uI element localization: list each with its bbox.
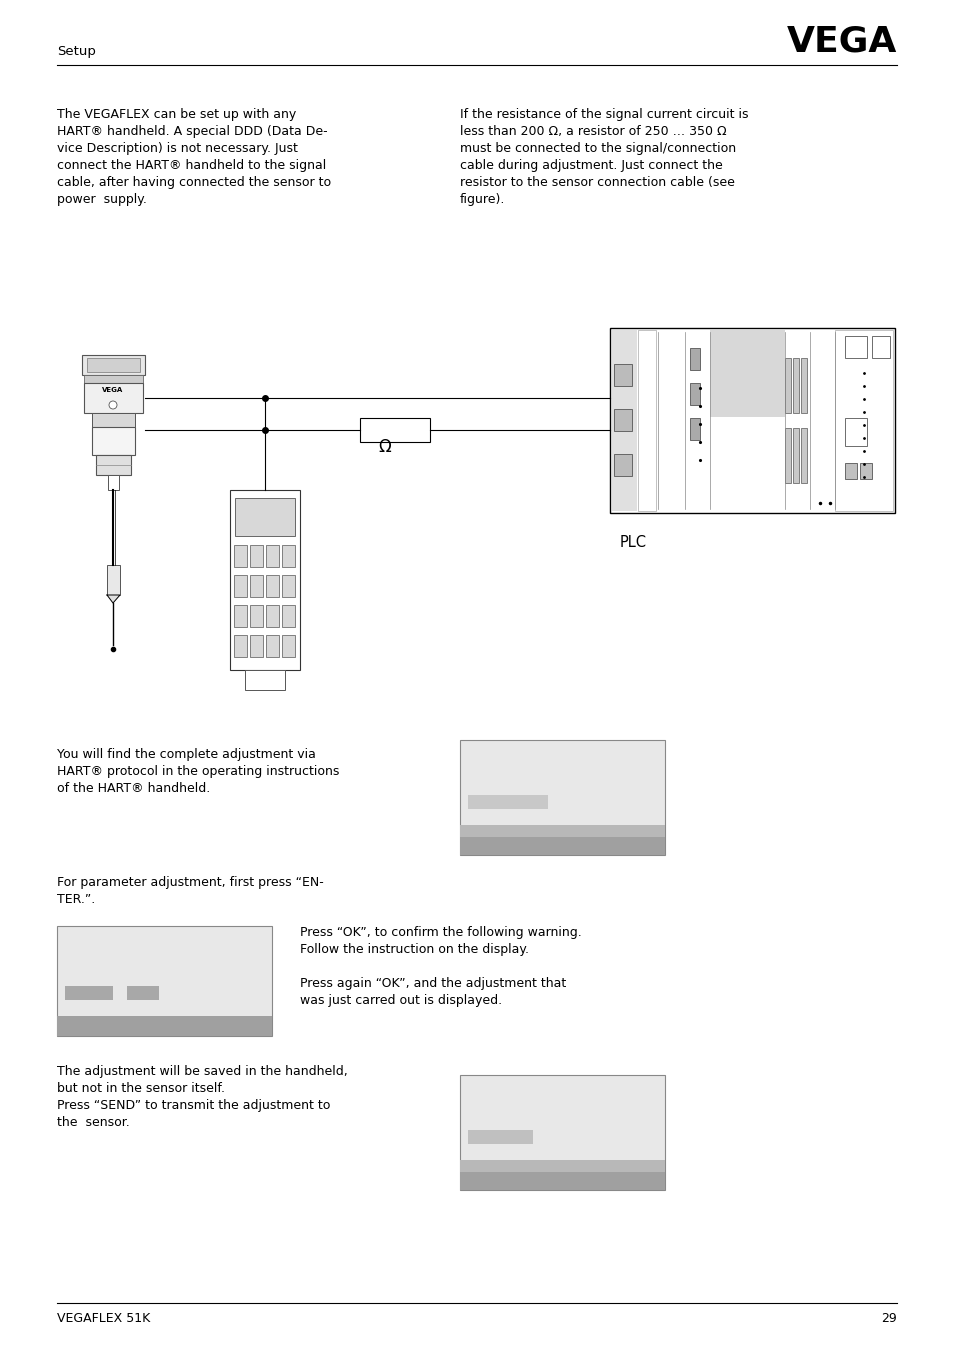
Text: The adjustment will be saved in the handheld,
but not in the sensor itself.
Pres: The adjustment will be saved in the hand…: [57, 1066, 348, 1129]
Bar: [709, 330, 784, 417]
Bar: [250, 575, 263, 597]
Bar: [282, 575, 294, 597]
Bar: [859, 463, 871, 479]
Bar: [234, 498, 294, 536]
Text: Setup: Setup: [57, 46, 95, 58]
Text: For parameter adjustment, first press “EN-
TER.”.: For parameter adjustment, first press “E…: [57, 876, 323, 906]
Bar: [282, 546, 294, 567]
Bar: [784, 428, 790, 483]
Text: VEGA: VEGA: [102, 387, 124, 393]
Bar: [614, 364, 631, 386]
Bar: [459, 1160, 664, 1178]
Bar: [468, 795, 547, 808]
Bar: [82, 355, 145, 375]
Bar: [844, 336, 866, 357]
Bar: [230, 490, 299, 670]
Bar: [834, 330, 892, 510]
Bar: [233, 575, 247, 597]
Bar: [689, 383, 700, 405]
Bar: [801, 428, 806, 483]
Bar: [468, 1131, 533, 1144]
Text: If the resistance of the signal current circuit is
less than 200 Ω, a resistor o: If the resistance of the signal current …: [459, 108, 748, 206]
Circle shape: [109, 401, 117, 409]
Bar: [266, 546, 278, 567]
Bar: [57, 926, 272, 1036]
Bar: [282, 635, 294, 657]
Bar: [459, 825, 664, 844]
Bar: [459, 741, 664, 854]
Bar: [65, 986, 112, 1001]
Bar: [612, 330, 637, 510]
Bar: [844, 463, 856, 479]
Text: The VEGAFLEX can be set up with any
HART® handheld. A special DDD (Data De-
vice: The VEGAFLEX can be set up with any HART…: [57, 108, 331, 206]
Bar: [801, 357, 806, 413]
Bar: [233, 546, 247, 567]
Bar: [784, 357, 790, 413]
Bar: [84, 375, 143, 383]
Bar: [266, 575, 278, 597]
Text: 29: 29: [881, 1312, 896, 1324]
Bar: [689, 348, 700, 370]
Bar: [87, 357, 140, 372]
Bar: [250, 546, 263, 567]
Bar: [282, 605, 294, 627]
Bar: [91, 413, 135, 427]
Text: Press “OK”, to confirm the following warning.
Follow the instruction on the disp: Press “OK”, to confirm the following war…: [299, 926, 581, 1007]
Bar: [792, 428, 799, 483]
Bar: [108, 475, 119, 490]
Bar: [614, 454, 631, 477]
Text: You will find the complete adjustment via
HART® protocol in the operating instru: You will find the complete adjustment vi…: [57, 747, 339, 795]
Bar: [233, 635, 247, 657]
Bar: [689, 418, 700, 440]
Bar: [614, 409, 631, 431]
Text: VEGA: VEGA: [786, 24, 896, 60]
Bar: [127, 986, 159, 1001]
Bar: [638, 330, 656, 510]
Bar: [459, 1075, 664, 1190]
Bar: [871, 336, 889, 357]
Bar: [792, 357, 799, 413]
Bar: [245, 670, 285, 691]
Text: VEGAFLEX 51K: VEGAFLEX 51K: [57, 1312, 150, 1324]
Bar: [459, 837, 664, 854]
Bar: [96, 455, 131, 475]
Bar: [459, 1173, 664, 1190]
Bar: [844, 418, 866, 445]
Bar: [359, 418, 430, 441]
Text: Ω: Ω: [378, 437, 391, 456]
Bar: [250, 635, 263, 657]
Bar: [107, 565, 120, 594]
Text: PLC: PLC: [619, 535, 646, 550]
Bar: [57, 1016, 272, 1036]
Bar: [233, 605, 247, 627]
Bar: [250, 605, 263, 627]
Bar: [266, 635, 278, 657]
Polygon shape: [107, 594, 120, 603]
Bar: [84, 383, 143, 413]
Bar: [266, 605, 278, 627]
Bar: [609, 328, 894, 513]
Bar: [91, 427, 135, 455]
